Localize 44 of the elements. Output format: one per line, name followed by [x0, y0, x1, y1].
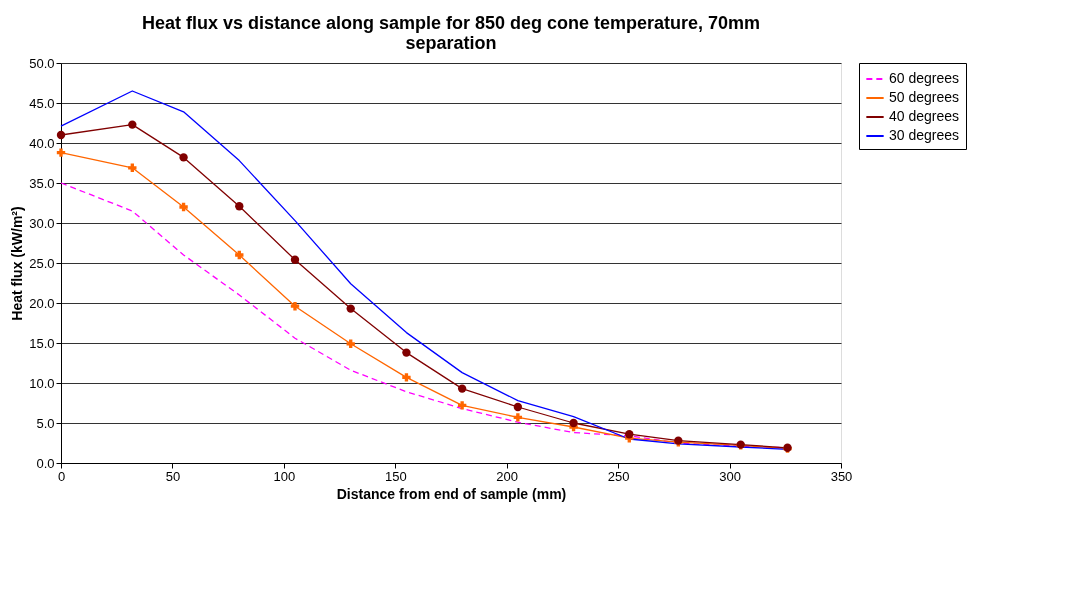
point	[128, 120, 137, 129]
legend-label: 50 degrees	[889, 89, 960, 105]
point	[625, 430, 634, 439]
y-tick-label: 25.0	[29, 255, 55, 271]
y-tick-label: 20.0	[29, 295, 55, 311]
x-tick-label: 200	[496, 468, 519, 484]
point	[179, 153, 188, 162]
x-tick-label: 50	[165, 468, 181, 484]
y-tick-label: 15.0	[29, 335, 55, 351]
point	[513, 413, 523, 422]
point	[457, 384, 467, 393]
y-tick-label: 5.0	[36, 415, 55, 431]
x-tick-label: 250	[607, 468, 630, 484]
x-tick-label: 150	[384, 468, 407, 484]
point	[56, 148, 66, 157]
point	[179, 202, 188, 212]
point	[402, 348, 411, 357]
y-tick-label: 0.0	[36, 455, 55, 471]
y-tick-label: 10.0	[29, 375, 55, 391]
point	[569, 418, 578, 428]
legend-label: 40 degrees	[889, 108, 960, 124]
x-tick-label: 350	[830, 468, 853, 484]
point	[402, 373, 411, 382]
y-tick-label: 40.0	[29, 135, 55, 151]
x-tick-label: 300	[719, 468, 741, 484]
y-tick-label: 45.0	[29, 95, 55, 111]
x-tick-label: 0	[57, 468, 66, 484]
point	[346, 304, 355, 313]
x-tick-label: 100	[273, 468, 296, 484]
y-tick-label: 35.0	[29, 175, 55, 191]
legend-label: 30 degrees	[889, 127, 960, 143]
chart-title: Heat flux vs distance along sample for 850 deg cone temperature, 70mm separation	[141, 13, 761, 53]
y-tick-label: 50.0	[29, 55, 55, 71]
legend-label: 60 degrees	[889, 70, 960, 86]
point	[290, 255, 300, 264]
point	[235, 250, 244, 260]
point	[290, 302, 300, 311]
point	[56, 130, 66, 140]
y-tick-label: 30.0	[29, 215, 55, 231]
x-axis-title: Distance from end of sample (mm)	[336, 485, 567, 502]
point	[513, 402, 523, 412]
y-axis-title: Heat flux (kW/m²)	[9, 206, 26, 321]
point	[235, 202, 244, 211]
point	[457, 401, 467, 410]
